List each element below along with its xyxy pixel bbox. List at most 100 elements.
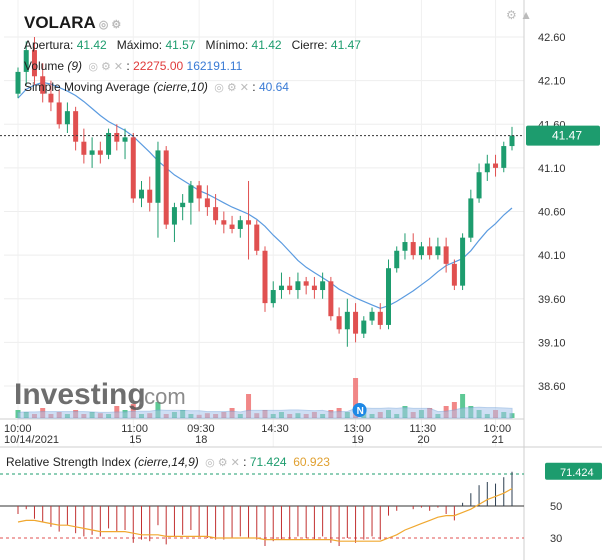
time-label: 14:30 <box>261 423 289 435</box>
volume-value: 22275.00 <box>133 59 184 73</box>
candle-body <box>278 285 284 291</box>
rsi-signal-line <box>17 488 513 542</box>
low-label: Mínimo: <box>205 38 249 52</box>
candle-body <box>81 141 87 155</box>
low-value: 41.42 <box>251 38 282 52</box>
symbol-text: VOLARA <box>24 13 96 32</box>
date-label: 19 <box>352 434 364 446</box>
candle-body <box>320 281 326 291</box>
candle-body <box>188 185 194 203</box>
close-value: 41.47 <box>330 38 361 52</box>
time-label: 10:00 <box>484 423 512 435</box>
volume-ma-value: 162191.11 <box>186 59 243 73</box>
volume-legend: Volume (9) ◎ ⚙ ✕ : 22275.00 162191.11 <box>24 59 243 73</box>
time-label: 09:30 <box>187 423 215 435</box>
open-label: Apertura: <box>24 38 74 52</box>
close-icon[interactable]: ✕ <box>230 457 240 469</box>
candle-body <box>493 163 499 168</box>
sma-line <box>17 81 513 309</box>
candle-body <box>106 132 112 155</box>
symbol-title: VOLARA ◎ ⚙ <box>24 13 121 33</box>
candle-body <box>501 146 507 168</box>
price-tick-label: 42.60 <box>538 32 566 44</box>
price-tick-label: 42.10 <box>538 76 566 88</box>
candle-body <box>443 246 449 264</box>
event-marker <box>352 403 367 417</box>
date-label: 21 <box>492 434 504 446</box>
rsi-param: (cierre,14,9) <box>134 455 199 469</box>
watermark: Investing <box>14 378 146 411</box>
candle-body <box>139 189 144 199</box>
candle-body <box>155 150 161 203</box>
close-icon[interactable]: ✕ <box>113 61 124 73</box>
candle-body <box>468 198 474 238</box>
date-label: 10/14/2021 <box>4 434 59 446</box>
volume-bar <box>353 378 359 418</box>
candle-body <box>180 202 186 208</box>
candle-body <box>460 237 466 286</box>
candle-body <box>64 111 70 125</box>
candle-body <box>484 163 490 173</box>
candle-body <box>311 285 317 291</box>
last-price-tag-bg <box>526 125 600 146</box>
eye-icon[interactable]: ◎ <box>98 19 109 31</box>
candle-body <box>303 281 309 286</box>
candle-body <box>361 320 367 334</box>
candle-body <box>213 207 219 221</box>
time-label: 10:00 <box>4 423 32 435</box>
candle-body <box>246 220 252 225</box>
close-label: Cierre: <box>291 38 328 52</box>
gear-icon[interactable]: ⚙ <box>101 61 111 73</box>
price-tick-label: 40.10 <box>538 250 566 262</box>
gear-icon[interactable]: ⚙ <box>217 457 228 469</box>
candle-body <box>386 268 391 325</box>
time-label: 13:00 <box>344 423 372 435</box>
candle-body <box>204 198 210 208</box>
high-label: Máximo: <box>116 38 163 52</box>
candle-body <box>237 220 243 229</box>
eye-icon[interactable]: ◎ <box>205 457 215 469</box>
ohlc-legend: Apertura: 41.42 Máximo: 41.57 Mínimo: 41… <box>24 38 361 52</box>
candle-body <box>262 250 268 304</box>
candle-body <box>114 132 120 142</box>
eye-icon[interactable]: ◎ <box>88 61 98 73</box>
time-label: 11:00 <box>121 423 148 435</box>
screenshot-icon[interactable]: ▲ <box>520 8 532 22</box>
candle-body <box>56 102 62 125</box>
gear-icon[interactable]: ⚙ <box>111 19 122 31</box>
candle-body <box>23 50 29 72</box>
candle-body <box>427 246 433 256</box>
close-icon[interactable]: ✕ <box>239 82 249 94</box>
candle-body <box>221 220 227 225</box>
candle-body <box>336 316 342 330</box>
gear-icon[interactable]: ⚙ <box>506 8 517 22</box>
candle-body <box>476 172 482 199</box>
price-tick-label: 39.10 <box>538 337 566 349</box>
candle-body <box>377 311 383 325</box>
candle-body <box>295 281 301 291</box>
date-label: 18 <box>195 434 207 446</box>
candle-body <box>369 311 375 321</box>
sma-value: 40.64 <box>258 80 289 94</box>
candle-body <box>254 224 260 251</box>
candle-body <box>270 290 276 304</box>
volume-ma-area <box>17 406 513 419</box>
candle-body <box>451 263 457 286</box>
candle-body <box>40 76 46 94</box>
price-tick-label: 39.60 <box>538 294 566 306</box>
rsi-tick-label: 30 <box>550 533 562 545</box>
rsi-value: 71.424 <box>249 455 287 469</box>
candle-body <box>89 150 95 155</box>
candle-body <box>435 246 441 256</box>
watermark-suffix: .com <box>138 384 186 409</box>
sma-label: Simple Moving Average <box>24 80 150 94</box>
candle-body <box>73 111 79 142</box>
candle-body <box>344 311 350 330</box>
rsi-tag: 71.424 <box>560 467 594 479</box>
candle-body <box>394 250 400 269</box>
candle-body <box>15 71 21 94</box>
eye-icon[interactable]: ◎ <box>214 82 224 94</box>
volume-param: (9) <box>67 59 83 73</box>
gear-icon[interactable]: ⚙ <box>226 82 237 94</box>
